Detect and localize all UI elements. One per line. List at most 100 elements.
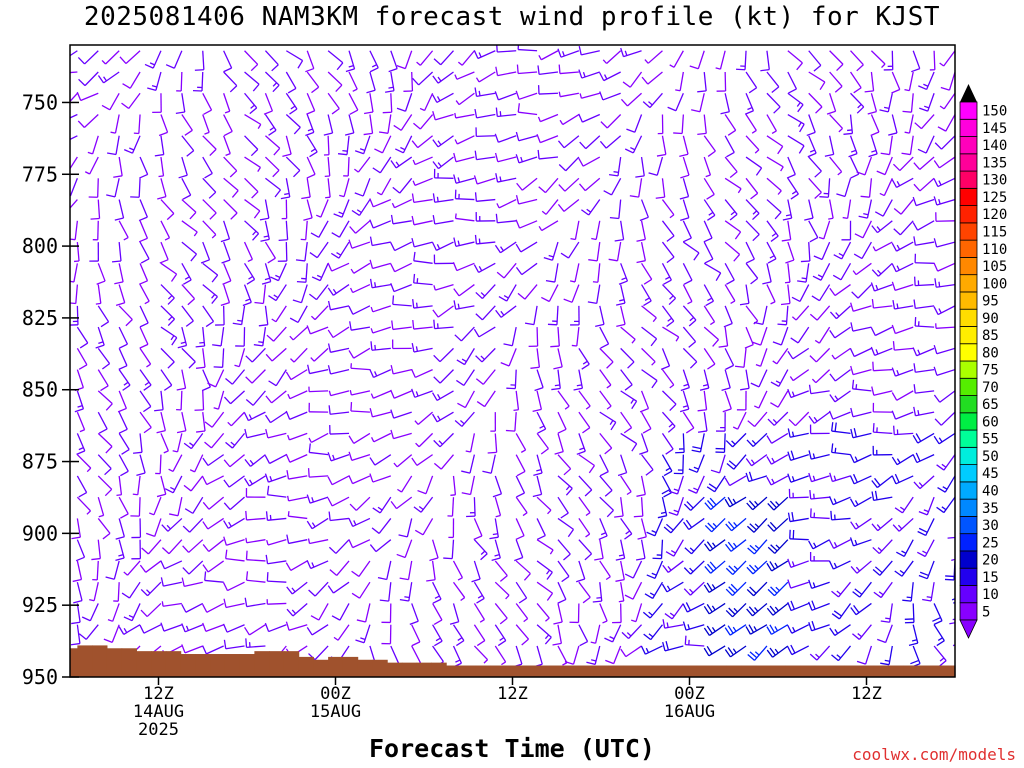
barb-flag	[202, 457, 209, 466]
barb-flag	[728, 565, 736, 573]
wind-barb	[550, 327, 560, 348]
wind-barb	[77, 114, 99, 128]
barb-flag	[390, 214, 394, 224]
wind-barb	[592, 263, 601, 283]
wind-barb	[152, 93, 162, 114]
wind-barb	[123, 135, 141, 154]
barb-staff	[650, 624, 663, 641]
barb-staff	[293, 347, 308, 363]
barb-flag	[243, 412, 249, 421]
barb-flag	[132, 451, 143, 454]
barb-staff	[908, 71, 914, 91]
barb-half-flag	[315, 214, 322, 218]
barb-flag	[260, 238, 270, 242]
barb-half-flag	[480, 292, 486, 297]
wind-barb	[640, 411, 652, 434]
barb-staff	[821, 241, 831, 260]
barb-flag	[390, 501, 398, 509]
barb-flag	[880, 662, 890, 666]
barb-half-flag	[815, 653, 820, 658]
barb-staff	[640, 241, 647, 261]
wind-barb	[202, 475, 224, 486]
barb-flag	[663, 492, 672, 498]
wind-barb	[344, 114, 355, 136]
colorbar-swatch	[959, 602, 978, 621]
barb-flag	[489, 536, 499, 540]
barb-flag	[850, 407, 854, 417]
barb-flag	[331, 232, 340, 238]
barb-flag	[286, 608, 294, 617]
barb-staff	[118, 284, 126, 303]
barb-half-flag	[370, 437, 375, 443]
barb-staff	[894, 347, 914, 351]
barb-staff	[390, 50, 398, 69]
barb-staff	[202, 156, 213, 174]
barb-flag	[306, 494, 311, 504]
barb-staff	[511, 326, 517, 346]
barb-half-flag	[400, 146, 406, 151]
barb-staff	[97, 369, 109, 387]
wind-barb	[431, 390, 454, 401]
wind-barb	[465, 433, 476, 453]
barb-staff	[432, 645, 444, 662]
barb-flag	[937, 487, 946, 493]
wind-barb	[662, 619, 684, 629]
barb-flag	[97, 75, 105, 84]
barb-flag	[915, 433, 922, 442]
wind-barb	[879, 93, 893, 113]
credit-link[interactable]: coolwx.com/models	[852, 745, 1016, 764]
barb-flag	[369, 473, 374, 483]
wind-barb	[617, 454, 628, 477]
wind-barb	[111, 242, 122, 263]
barb-flag	[182, 525, 191, 533]
wind-barb	[503, 326, 517, 347]
wind-barb	[762, 263, 772, 285]
barb-flag	[623, 427, 632, 434]
barb-half-flag	[123, 381, 129, 386]
wind-barb	[609, 156, 622, 177]
wind-barb	[500, 348, 517, 367]
barb-staff	[795, 305, 810, 321]
wind-barb	[369, 236, 391, 247]
chart-title: 2025081406 NAM3KM forecast wind profile …	[83, 2, 941, 32]
wind-barb	[635, 539, 646, 561]
barb-staff	[539, 156, 559, 160]
barb-staff	[682, 347, 698, 363]
barb-staff	[387, 114, 392, 134]
barb-flag	[453, 174, 457, 184]
colorbar-label: 145	[982, 121, 1007, 137]
barb-staff	[181, 220, 198, 233]
barb-staff	[933, 603, 943, 621]
wind-barb	[784, 263, 791, 284]
barb-staff	[675, 93, 684, 111]
barb-staff	[732, 602, 747, 618]
barb-staff	[808, 92, 823, 108]
wind-barb	[388, 50, 398, 73]
barb-flag	[254, 301, 264, 305]
barb-staff	[515, 539, 524, 558]
barb-half-flag	[370, 328, 374, 334]
wind-barb	[391, 320, 412, 331]
barb-staff	[912, 603, 915, 623]
barb-staff	[418, 432, 434, 448]
barb-flag	[620, 648, 627, 657]
colorbar-swatch	[959, 533, 978, 552]
colorbar-swatch	[959, 550, 978, 569]
barb-staff	[519, 220, 538, 229]
barb-staff	[719, 50, 726, 70]
barb-staff	[330, 347, 350, 353]
barb-staff	[910, 93, 914, 113]
wind-barb	[339, 178, 350, 198]
barb-half-flag	[660, 511, 667, 515]
wind-barb	[684, 539, 705, 555]
wind-barb	[270, 263, 287, 282]
barb-flag	[536, 534, 546, 541]
barb-half-flag	[707, 297, 713, 302]
wind-barb	[536, 624, 552, 645]
wind-barb	[369, 368, 392, 379]
barb-staff	[181, 369, 187, 389]
wind-barb	[164, 475, 183, 494]
barb-staff	[858, 624, 872, 640]
barb-staff	[320, 199, 329, 218]
wind-barb	[850, 302, 872, 312]
